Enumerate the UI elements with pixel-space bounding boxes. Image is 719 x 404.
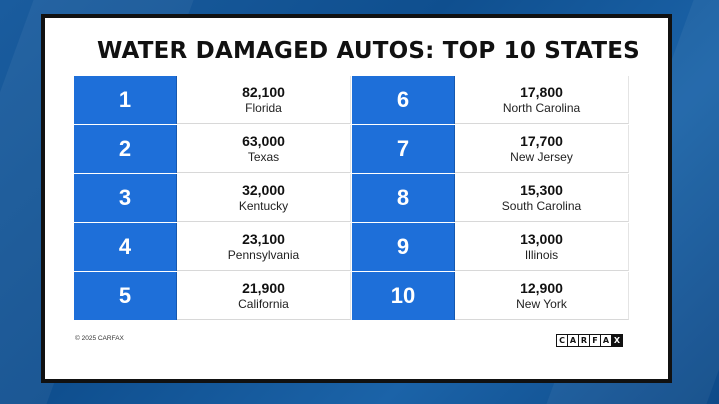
copyright-text: © 2025 CARFAX — [75, 335, 124, 342]
state-name: Kentucky — [238, 198, 289, 213]
state-name: Texas — [247, 149, 280, 164]
rankings-column-right: 6 17,800 North Carolina 7 17,700 New Jer… — [352, 76, 629, 321]
table-row: 10 12,900 New York — [352, 272, 629, 320]
table-row: 5 21,900 California — [74, 272, 351, 320]
logo-letter: A — [600, 334, 612, 347]
state-name: Illinois — [524, 247, 559, 262]
rank-info: 17,700 New Jersey — [455, 125, 629, 173]
rank-number: 1 — [74, 76, 177, 124]
rank-number: 3 — [74, 174, 177, 222]
rank-number: 6 — [352, 76, 455, 124]
table-row: 9 13,000 Illinois — [352, 223, 629, 271]
state-name: Pennsylvania — [227, 247, 300, 262]
logo-letter: F — [589, 334, 601, 347]
rank-info: 63,000 Texas — [177, 125, 351, 173]
rankings-table: 1 82,100 Florida 2 63,000 Texas 3 32,000… — [74, 76, 629, 321]
slide-card: WATER DAMAGED AUTOS: TOP 10 STATES 1 82,… — [45, 18, 668, 379]
vehicle-count: 23,100 — [242, 230, 285, 247]
vehicle-count: 17,700 — [520, 132, 563, 149]
rank-number: 10 — [352, 272, 455, 320]
table-row: 6 17,800 North Carolina — [352, 76, 629, 124]
rankings-column-left: 1 82,100 Florida 2 63,000 Texas 3 32,000… — [74, 76, 351, 321]
rank-info: 15,300 South Carolina — [455, 174, 629, 222]
rank-number: 4 — [74, 223, 177, 271]
rank-number: 7 — [352, 125, 455, 173]
table-row: 2 63,000 Texas — [74, 125, 351, 173]
carfax-logo: C A R F A X — [556, 334, 623, 347]
vehicle-count: 15,300 — [520, 181, 563, 198]
rank-info: 32,000 Kentucky — [177, 174, 351, 222]
state-name: North Carolina — [502, 100, 581, 115]
vehicle-count: 63,000 — [242, 132, 285, 149]
vehicle-count: 32,000 — [242, 181, 285, 198]
table-row: 1 82,100 Florida — [74, 76, 351, 124]
vehicle-count: 82,100 — [242, 83, 285, 100]
page-title: WATER DAMAGED AUTOS: TOP 10 STATES — [97, 38, 640, 64]
rank-number: 2 — [74, 125, 177, 173]
vehicle-count: 17,800 — [520, 83, 563, 100]
state-name: Florida — [245, 100, 282, 115]
table-row: 3 32,000 Kentucky — [74, 174, 351, 222]
state-name: South Carolina — [501, 198, 582, 213]
rank-info: 17,800 North Carolina — [455, 76, 629, 124]
rank-number: 8 — [352, 174, 455, 222]
vehicle-count: 13,000 — [520, 230, 563, 247]
rank-info: 21,900 California — [177, 272, 351, 320]
table-row: 4 23,100 Pennsylvania — [74, 223, 351, 271]
rank-info: 12,900 New York — [455, 272, 629, 320]
table-row: 7 17,700 New Jersey — [352, 125, 629, 173]
state-name: New York — [516, 296, 567, 311]
vehicle-count: 21,900 — [242, 279, 285, 296]
table-row: 8 15,300 South Carolina — [352, 174, 629, 222]
rank-info: 23,100 Pennsylvania — [177, 223, 351, 271]
logo-letter: X — [611, 334, 623, 347]
rank-number: 5 — [74, 272, 177, 320]
vehicle-count: 12,900 — [520, 279, 563, 296]
rank-number: 9 — [352, 223, 455, 271]
rank-info: 82,100 Florida — [177, 76, 351, 124]
state-name: California — [238, 296, 289, 311]
state-name: New Jersey — [510, 149, 573, 164]
rank-info: 13,000 Illinois — [455, 223, 629, 271]
